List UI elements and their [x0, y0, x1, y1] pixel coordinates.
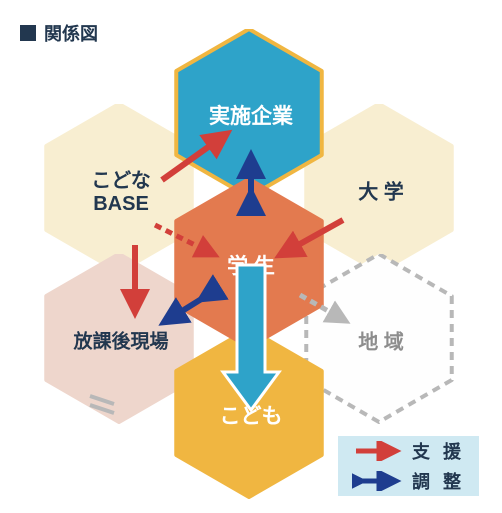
hex-label-tr: 大 学: [358, 176, 404, 205]
title-text: 関係図: [44, 20, 98, 46]
legend-label: 支 援: [412, 438, 465, 464]
hex-label-tl: こどなBASE: [91, 164, 151, 216]
title-square-icon: [20, 25, 36, 41]
legend-label: 調 整: [412, 468, 465, 494]
legend-row-support: 支 援: [338, 436, 479, 466]
adjust-arrow-icon: [352, 471, 402, 491]
support-arrow-icon: [352, 441, 402, 461]
hex-label-bl: 放課後現場: [73, 327, 168, 354]
diagram-stage: 関係図 こどなBASE 大 学放課後現場 地 域 実施企業こども 学 生 支 援調 整: [0, 0, 502, 513]
diagram-title: 関係図: [20, 20, 98, 46]
hex-label-br: 地 域: [358, 326, 404, 355]
hex-label-center: 学 生: [227, 250, 275, 280]
legend-row-adjust: 調 整: [338, 466, 479, 496]
hex-label-bottom: こども: [220, 400, 283, 430]
legend: 支 援調 整: [338, 436, 479, 496]
hex-label-top: 実施企業: [209, 100, 293, 130]
